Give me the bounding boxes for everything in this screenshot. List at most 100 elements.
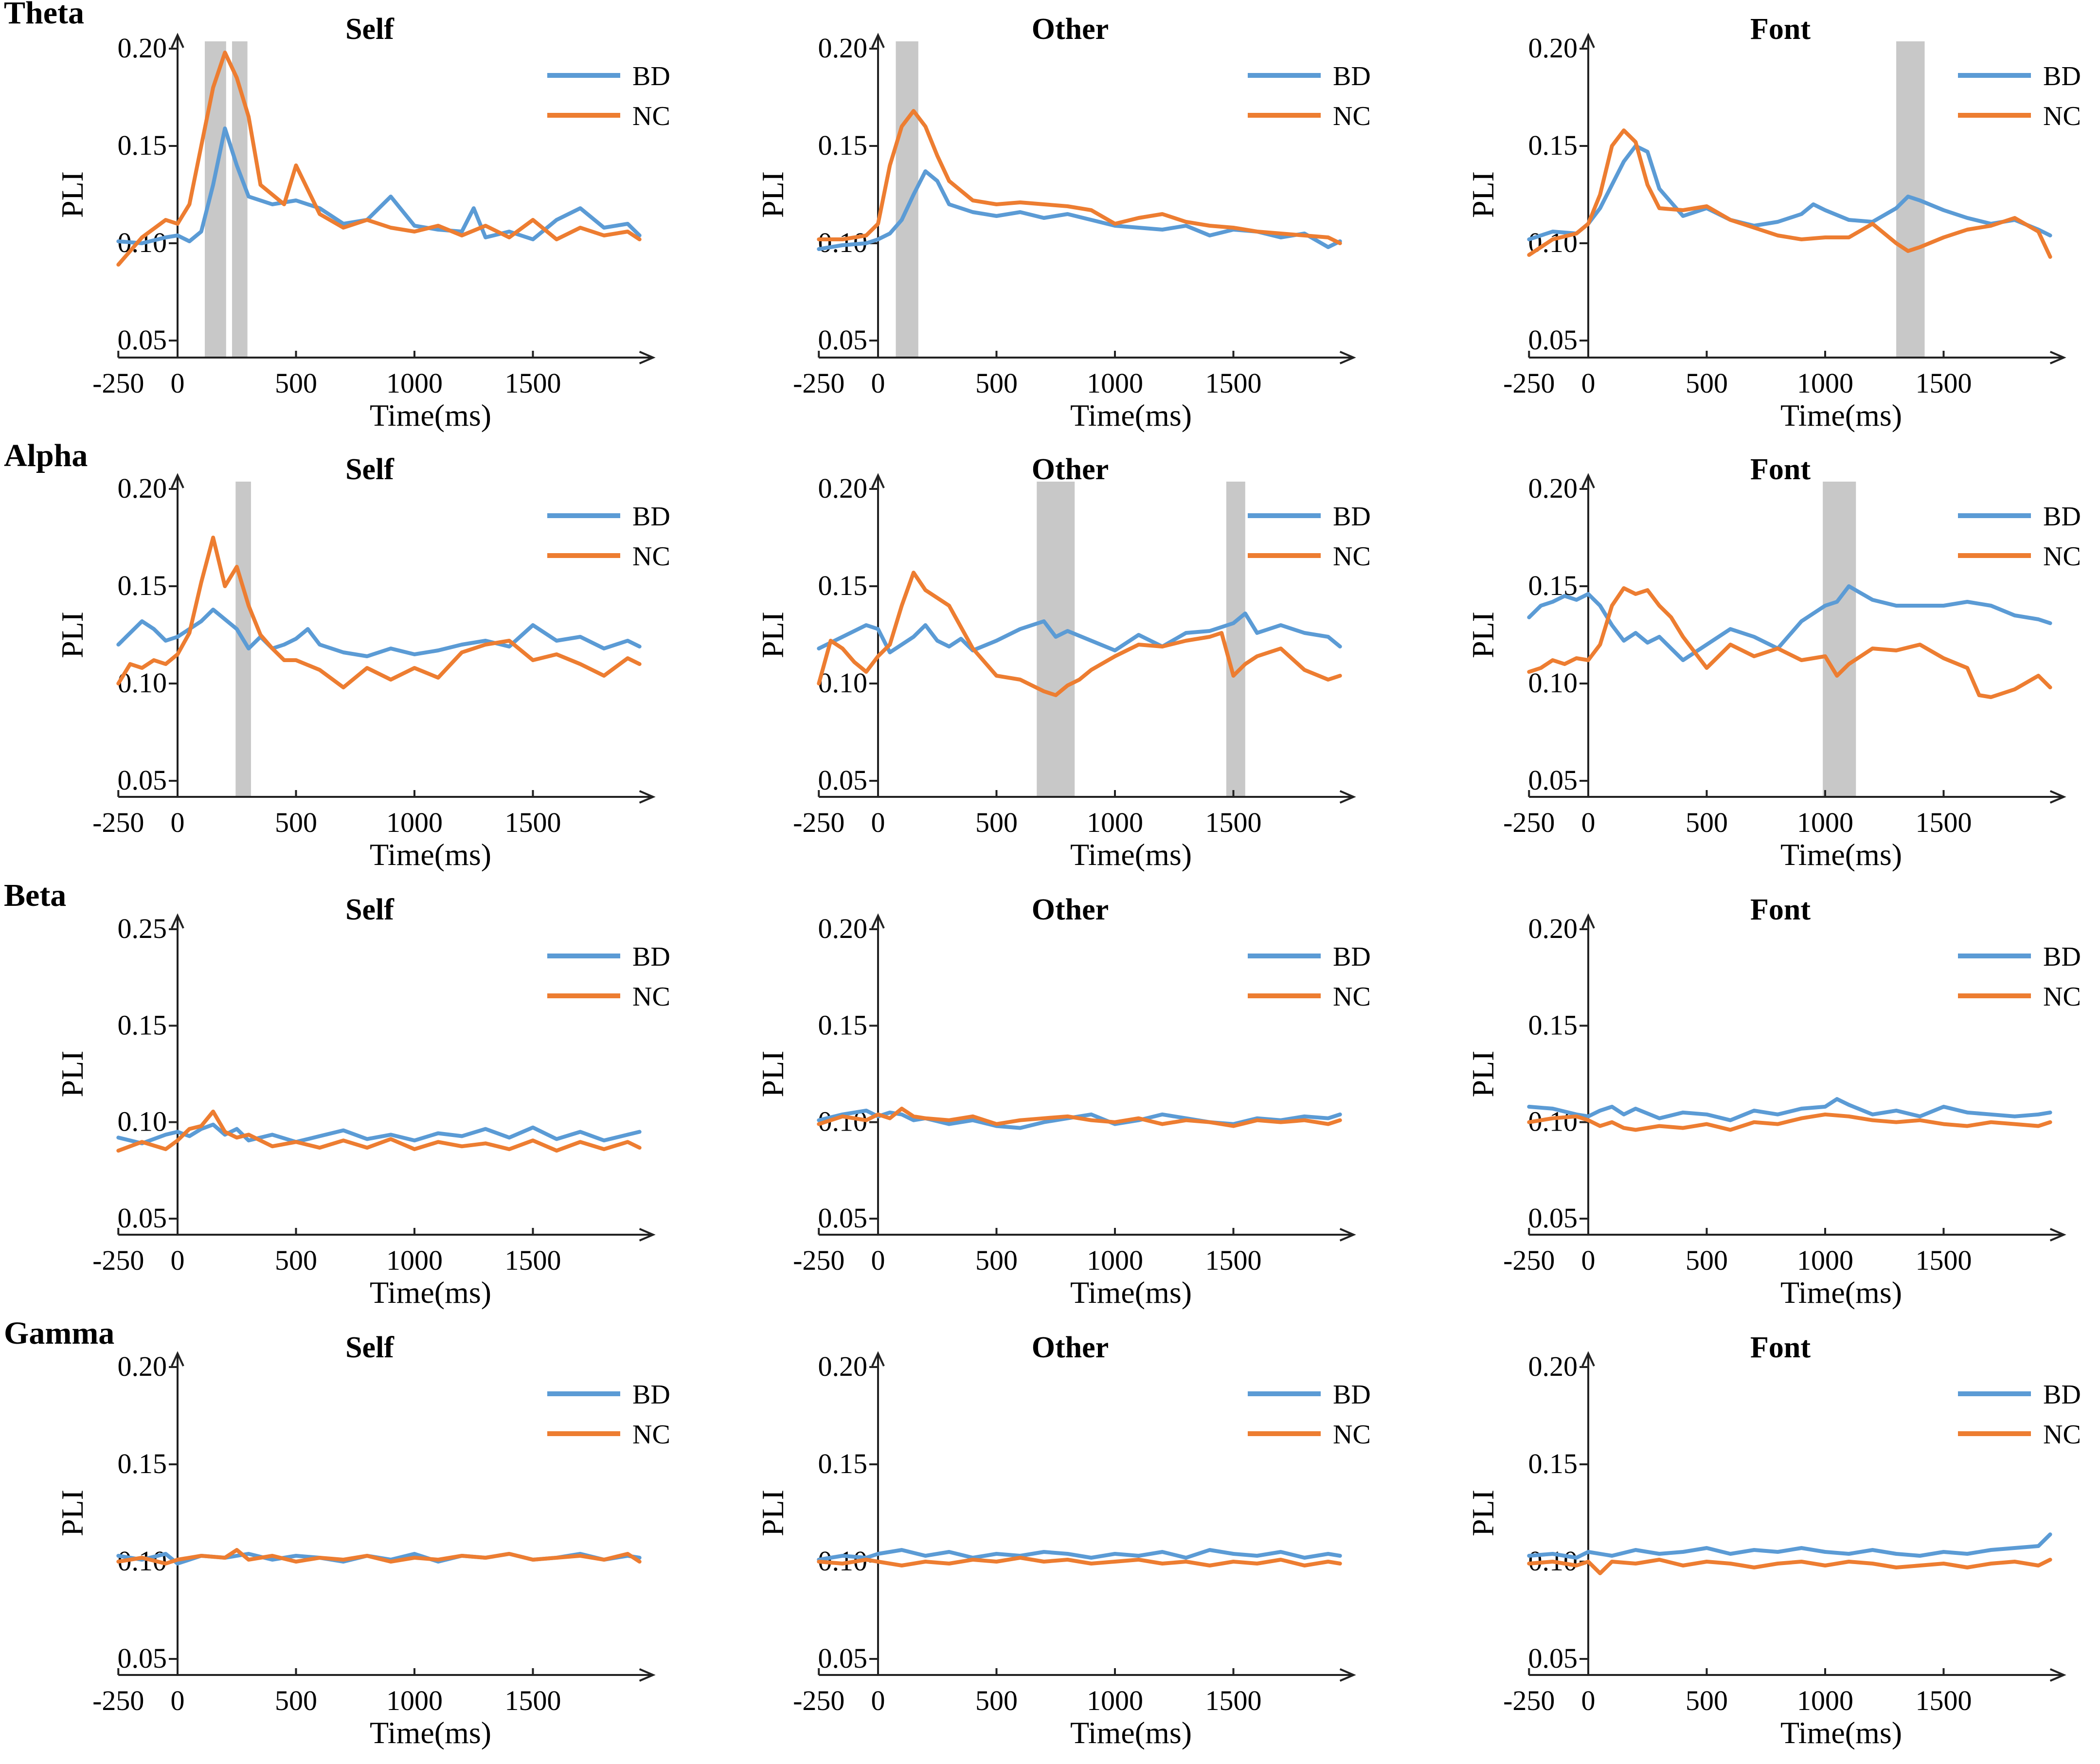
y-tick-label: 0.20 (818, 32, 868, 64)
legend-label-nc: NC (2043, 982, 2081, 1012)
panel-gamma-font: 0.050.100.150.20-250 0 500 1000 1500Time(ms)… (1466, 1331, 2081, 1750)
y-tick-label: 0.15 (818, 1448, 868, 1479)
series-line-bd (1527, 584, 2052, 662)
x-axis-title: Time(ms) (1780, 1715, 1902, 1750)
x-tick-label: -250 (1503, 1244, 1555, 1276)
x-axis-title: Time(ms) (1780, 837, 1902, 872)
y-tick-label: 0.05 (118, 1642, 167, 1674)
y-axis-title: PLI (755, 612, 790, 658)
panel-title: Self (345, 1331, 395, 1364)
legend-label-bd: BD (1333, 502, 1371, 532)
legend-label-nc: NC (1333, 982, 1371, 1012)
y-tick-label: 0.15 (118, 1009, 167, 1041)
series-line-nc (1527, 1112, 2052, 1132)
y-axis-arrow (871, 913, 885, 929)
x-axis-title: Time(ms) (1070, 1275, 1192, 1310)
x-tick-label: -250 (793, 807, 844, 838)
x-axis-arrow (2049, 1668, 2066, 1682)
series-line-nc (116, 1109, 642, 1153)
panel-beta-other: 0.050.100.150.20-250 0 500 1000 1500Time(ms)… (755, 893, 1371, 1310)
y-axis-title: PLI (55, 171, 90, 218)
x-tick-label: -250 (793, 1244, 844, 1276)
panel-alpha-self: 0.050.100.150.20-250 0 500 1000 1500Time(ms)… (55, 453, 670, 872)
x-tick-label: 500 (975, 367, 1018, 399)
x-tick-label: 1000 (1087, 807, 1143, 838)
x-axis-arrow (639, 351, 656, 364)
x-tick-label: 1500 (1916, 367, 1972, 399)
x-tick-label: -250 (793, 1685, 844, 1716)
x-tick-label: 0 (1581, 807, 1596, 838)
y-axis-arrow (171, 1351, 184, 1367)
x-tick-label: 1000 (386, 1685, 443, 1716)
legend-label-bd: BD (2043, 502, 2081, 532)
x-axis-arrow (1339, 1228, 1356, 1242)
y-tick-label: 0.15 (818, 129, 868, 161)
x-tick-label: 1500 (1205, 1244, 1262, 1276)
y-tick-label: 0.15 (818, 1009, 868, 1041)
y-axis-arrow (171, 913, 184, 929)
x-axis-title: Time(ms) (370, 1715, 491, 1750)
y-tick-label: 0.20 (118, 32, 167, 64)
y-tick-label: 0.15 (118, 1448, 167, 1479)
y-tick-label: 0.05 (818, 1202, 868, 1234)
panel-beta-self: 0.05 0.10 0.15 0.25 -250 0 500 1000 1500 Time(ms)… (55, 893, 670, 1310)
x-tick-label: 1000 (1087, 367, 1143, 399)
panel-title: Other (1032, 893, 1109, 926)
panel-title: Other (1032, 453, 1109, 486)
x-axis-arrow (1339, 790, 1356, 804)
x-tick-label: 0 (871, 1685, 885, 1716)
y-tick-label: 0.05 (818, 324, 868, 356)
y-axis-title: PLI (1466, 612, 1500, 658)
y-axis-title: PLI (755, 171, 790, 218)
significance-window-2 (1226, 482, 1245, 797)
significance-window-1 (1823, 482, 1856, 797)
legend-label-nc: NC (2043, 101, 2081, 131)
panel-theta-self: 0.050.100.150.20-250 0 500 1000 1500Time(ms)… (55, 13, 670, 432)
y-tick-label: 0.20 (818, 913, 868, 944)
legend-label-bd: BD (2043, 1380, 2081, 1410)
panel-title: Other (1032, 13, 1109, 46)
y-tick-label: 0.15 (118, 570, 167, 601)
x-tick-label: 1500 (1205, 1685, 1262, 1716)
panel-title: Self (345, 13, 395, 46)
y-axis-arrow (1581, 473, 1595, 488)
panel-beta-font: 0.050.100.150.20-250 0 500 1000 1500Time(ms)… (1466, 893, 2081, 1310)
x-tick-label: 500 (275, 1244, 317, 1276)
x-tick-label: 0 (171, 1685, 185, 1716)
y-tick-label: 0.15 (818, 570, 868, 601)
y-axis-arrow (1581, 33, 1595, 48)
band-label-beta: Beta (4, 878, 66, 913)
panel-gamma-other: 0.050.100.150.20-250 0 500 1000 1500Time(ms)… (755, 1331, 1371, 1750)
series-line-nc (817, 1106, 1342, 1128)
x-tick-label: 500 (975, 1685, 1018, 1716)
y-tick-label: 0.20 (1528, 913, 1578, 944)
x-tick-label: 500 (275, 807, 317, 838)
legend-label-nc: NC (1333, 541, 1371, 572)
y-axis-title: PLI (55, 612, 90, 658)
y-tick-label: 0.10 (818, 667, 868, 699)
y-axis-arrow (1581, 1351, 1595, 1367)
y-tick-label: 0.05 (1528, 324, 1578, 356)
panel-title: Self (345, 453, 395, 486)
x-axis-arrow (2049, 1228, 2066, 1242)
legend-label-nc: NC (2043, 1420, 2081, 1450)
series-line-bd (817, 1548, 1342, 1562)
panel-title: Font (1750, 453, 1811, 486)
x-tick-label: 1500 (505, 367, 561, 399)
x-tick-label: 1500 (1916, 1685, 1972, 1716)
y-tick-label: 0.05 (1528, 1202, 1578, 1234)
panel-title: Font (1750, 893, 1811, 926)
x-tick-label: 500 (975, 1244, 1018, 1276)
x-axis-arrow (1339, 351, 1356, 364)
x-tick-label: -250 (793, 367, 844, 399)
y-tick-label: 0.05 (118, 764, 167, 796)
series-line-nc (817, 109, 1342, 245)
y-axis-arrow (871, 473, 885, 488)
series-line-bd (1527, 1097, 2052, 1122)
panel-title: Self (345, 893, 395, 926)
x-tick-label: 0 (1581, 367, 1596, 399)
series-line-nc (116, 536, 642, 689)
band-label-theta: Theta (4, 0, 84, 31)
y-tick-label: 0.05 (118, 324, 167, 356)
y-axis-arrow (1581, 913, 1595, 929)
